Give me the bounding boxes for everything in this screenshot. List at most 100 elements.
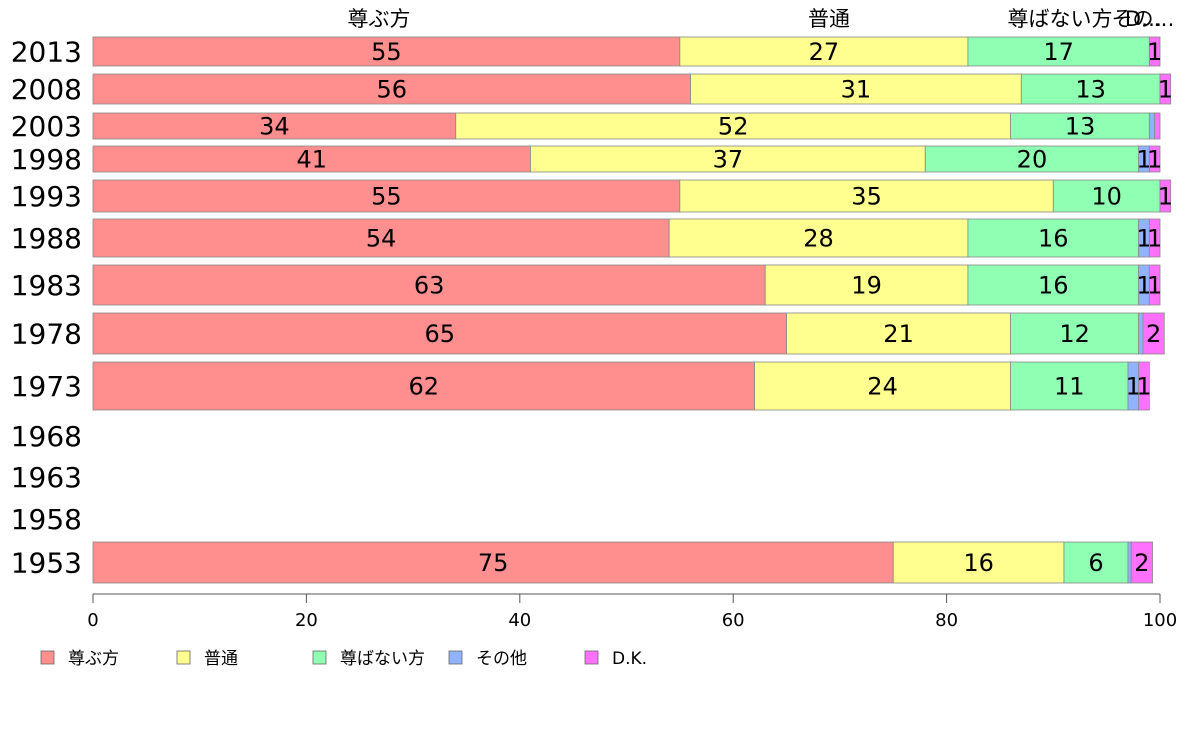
segment-value-label: 24 — [867, 373, 898, 401]
segment-value-label: 28 — [803, 225, 834, 253]
segment-value-label: 1 — [1147, 272, 1162, 300]
top-series-label: 尊ばない方 — [1008, 7, 1113, 31]
segment-value-label: 20 — [1017, 146, 1048, 174]
top-series-label: その… — [1112, 7, 1175, 31]
bar-segment — [1130, 541, 1153, 584]
category-label: 1973 — [11, 370, 82, 403]
bar-segment — [1159, 179, 1172, 213]
segment-value-label: 35 — [851, 183, 882, 211]
segment-value-label: 55 — [371, 38, 402, 66]
bar-segment — [92, 312, 787, 355]
legend-label: 尊ぶ方 — [68, 649, 119, 669]
bar-segment — [92, 145, 531, 173]
top-series-label: 普通 — [808, 7, 850, 31]
x-tick-label: 100 — [1143, 610, 1177, 631]
segment-value-label: 6 — [1088, 549, 1103, 577]
segment-value-label: 63 — [414, 272, 445, 300]
bar-segment — [967, 264, 1140, 306]
category-label: 2003 — [11, 110, 82, 143]
bar-segment — [92, 218, 670, 258]
segment-value-label: 1 — [1147, 225, 1162, 253]
segment-value-label: 1 — [1136, 146, 1151, 174]
legend-swatch — [176, 650, 191, 665]
bar-segment — [1010, 312, 1140, 355]
segment-value-label: 17 — [1043, 38, 1074, 66]
segment-value-label: 2 — [1146, 320, 1161, 348]
bar-segment — [1154, 112, 1161, 140]
segment-value-label: 37 — [713, 146, 744, 174]
segment-value-label: 11 — [1054, 373, 1085, 401]
category-label: 2008 — [11, 73, 82, 106]
category-label: 1998 — [11, 143, 82, 176]
legend-swatch — [448, 650, 463, 665]
category-label: 1958 — [11, 503, 82, 536]
bar-segment — [668, 218, 969, 258]
bar-segment — [455, 112, 1012, 140]
bar-segment — [92, 541, 894, 584]
segment-value-label: 34 — [259, 113, 290, 141]
bar-segment — [967, 36, 1150, 67]
bar-segment — [1010, 112, 1150, 140]
bar-segment — [1148, 36, 1161, 67]
bar-segment — [786, 312, 1012, 355]
legend-swatch — [40, 650, 55, 665]
bar-segment — [679, 179, 1054, 213]
legend: 尊ぶ方 普通 尊ばない方 その他 D.K. — [40, 649, 647, 669]
top-series-labels: 尊ぶ方 普通 尊ばない方 その…D… — [348, 7, 1175, 31]
category-label: 2013 — [11, 36, 82, 69]
category-label: 1968 — [11, 420, 82, 453]
bar-segment — [892, 541, 1065, 584]
bar-segment — [1138, 361, 1150, 411]
legend-label: 普通 — [204, 649, 238, 669]
bar-segment — [1148, 264, 1161, 306]
bar-segment — [92, 112, 457, 140]
bar-segment — [1127, 541, 1132, 584]
bar-segment — [1148, 112, 1156, 140]
bar-segment — [690, 73, 1022, 105]
bar-segment — [1052, 179, 1161, 213]
bar-segment — [92, 361, 755, 411]
segment-value-label: 2 — [1134, 549, 1149, 577]
category-label: 1953 — [11, 547, 82, 580]
category-label: 1978 — [11, 318, 82, 351]
segment-value-label: 21 — [883, 320, 914, 348]
category-label: 1993 — [11, 180, 82, 213]
x-axis: 0 20 40 60 80 100 — [87, 593, 1177, 631]
bar-segment — [92, 179, 681, 213]
top-series-label: 尊ぶ方 — [348, 7, 411, 31]
legend-label: 尊ばない方 — [340, 649, 425, 669]
bar-segment — [967, 218, 1140, 258]
category-label: 1988 — [11, 222, 82, 255]
top-series-label: D… — [1125, 7, 1162, 31]
x-tick-label: 0 — [87, 610, 98, 631]
segment-value-label: 1 — [1158, 183, 1173, 211]
segment-value-label: 55 — [371, 183, 402, 211]
bar-segment — [92, 73, 691, 105]
segment-value-label: 41 — [296, 146, 327, 174]
segment-value-label: 31 — [841, 76, 872, 104]
bar-segment — [92, 264, 766, 306]
segment-value-label: 1 — [1158, 76, 1173, 104]
category-label: 1963 — [11, 461, 82, 494]
segment-value-label: 65 — [425, 320, 456, 348]
bar-segment — [924, 145, 1140, 173]
bar-segment — [1020, 73, 1161, 105]
bar-segment — [764, 264, 969, 306]
segment-value-label: 1 — [1126, 373, 1141, 401]
bar-segment — [92, 36, 681, 67]
bar-segment — [679, 36, 969, 67]
segment-value-label: 56 — [376, 76, 407, 104]
segment-value-label: 16 — [963, 549, 994, 577]
segment-value-label: 52 — [718, 113, 749, 141]
x-tick-label: 20 — [295, 610, 318, 631]
segment-value-label: 12 — [1059, 320, 1090, 348]
bar-segment — [1148, 145, 1161, 173]
legend-swatch — [312, 650, 327, 665]
bar-segment — [1138, 312, 1144, 355]
x-tick-label: 40 — [508, 610, 531, 631]
segment-value-label: 13 — [1075, 76, 1106, 104]
segment-value-label: 1 — [1136, 225, 1151, 253]
x-tick-label: 60 — [722, 610, 745, 631]
segment-value-label: 19 — [851, 272, 882, 300]
